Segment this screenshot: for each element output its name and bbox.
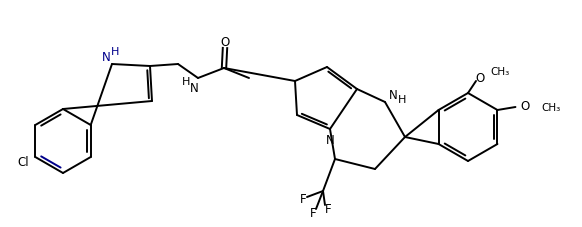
- Text: N: N: [102, 50, 111, 63]
- Text: F: F: [310, 207, 316, 220]
- Text: CH₃: CH₃: [490, 67, 509, 77]
- Text: CH₃: CH₃: [541, 103, 560, 113]
- Text: H: H: [182, 77, 190, 87]
- Text: F: F: [325, 203, 331, 216]
- Text: F: F: [300, 193, 306, 206]
- Text: N: N: [325, 134, 335, 147]
- Text: H: H: [111, 47, 119, 57]
- Text: N: N: [190, 81, 198, 94]
- Text: O: O: [221, 35, 230, 48]
- Text: N: N: [389, 88, 398, 101]
- Text: O: O: [521, 99, 530, 112]
- Text: Cl: Cl: [17, 155, 29, 168]
- Text: O: O: [475, 71, 485, 84]
- Text: H: H: [398, 95, 406, 105]
